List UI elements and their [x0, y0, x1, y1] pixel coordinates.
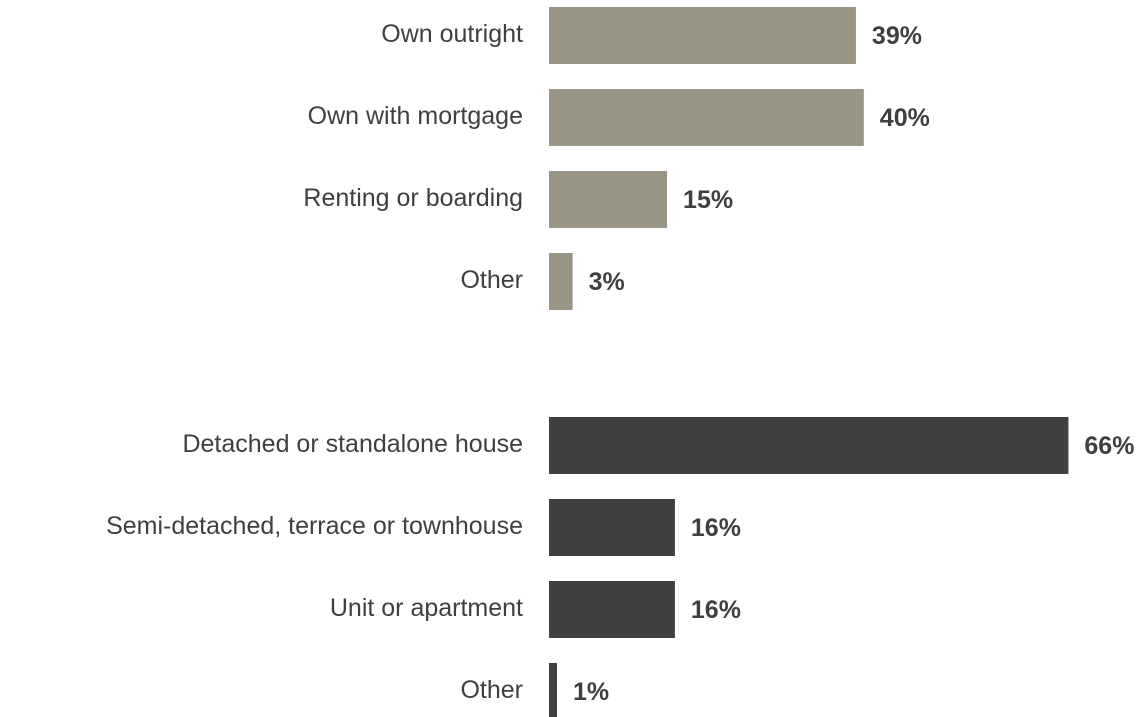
bar-group-2: Detached or standalone house 66% Semi-deta…: [106, 417, 1134, 717]
bar: [549, 7, 856, 64]
value-label: 1%: [573, 678, 609, 706]
category-label: Own outright: [381, 20, 523, 48]
value-label: 15%: [683, 186, 733, 214]
value-label: 3%: [589, 268, 625, 296]
bar: [549, 663, 557, 717]
value-label: 66%: [1084, 432, 1134, 460]
category-label: Own with mortgage: [308, 102, 523, 130]
category-label: Detached or standalone house: [182, 430, 523, 458]
category-label: Unit or apartment: [330, 594, 523, 622]
bar: [549, 171, 668, 228]
value-label: 16%: [691, 596, 741, 624]
category-label: Renting or boarding: [303, 184, 523, 212]
value-label: 39%: [872, 22, 922, 50]
category-label: Other: [460, 676, 523, 704]
category-label: Other: [460, 266, 523, 294]
bar: [549, 417, 1069, 474]
value-label: 40%: [880, 104, 930, 132]
bar: [549, 253, 573, 310]
bar: [549, 581, 675, 638]
category-label: Semi-detached, terrace or townhouse: [106, 512, 523, 540]
value-label: 16%: [691, 514, 741, 542]
bar: [549, 89, 864, 146]
bar-group-1: Own outright 39% Own with mortgage 40% Renti…: [303, 7, 930, 310]
bar: [549, 499, 675, 556]
